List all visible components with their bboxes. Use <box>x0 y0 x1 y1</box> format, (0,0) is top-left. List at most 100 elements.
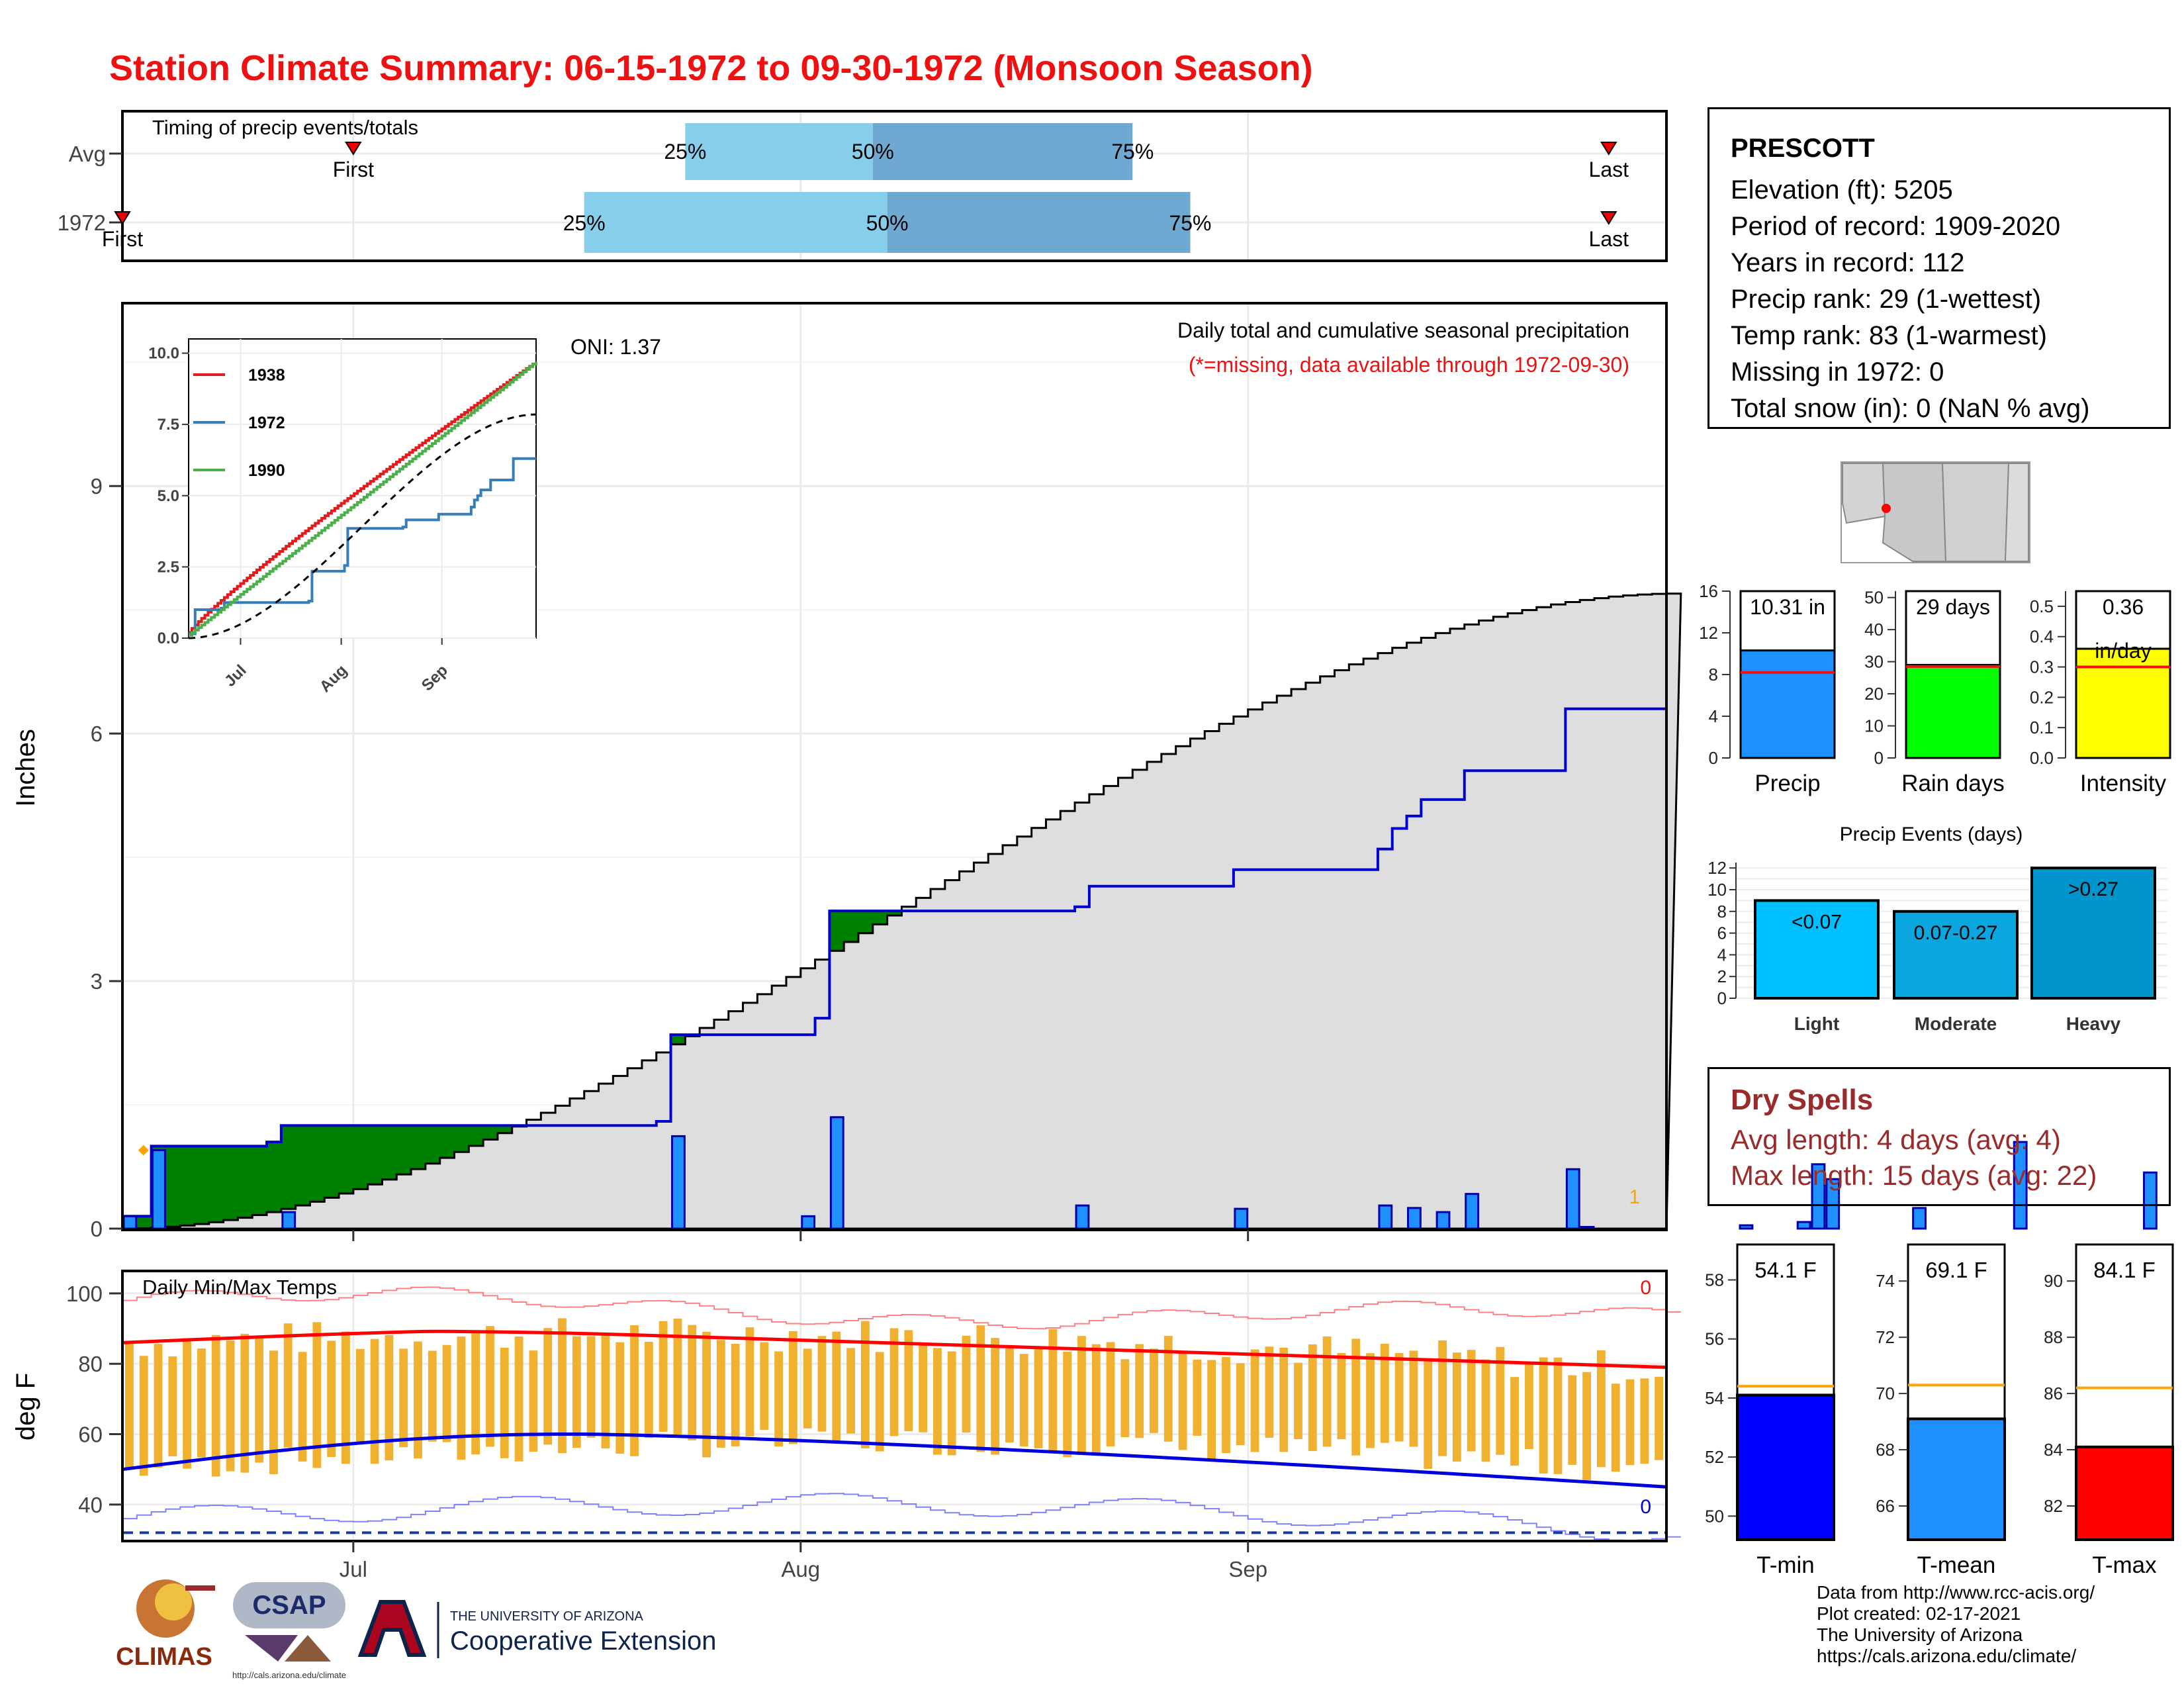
temp-x-tick-label: Jul <box>340 1557 367 1581</box>
daily-temp-bar <box>442 1344 451 1442</box>
temp-bar-tick-label: 88 <box>2044 1327 2063 1347</box>
ua-logo: THE UNIVERSITY OF ARIZONA Cooperative Ex… <box>357 1600 716 1658</box>
temp-x-tick-label: Aug <box>781 1557 820 1581</box>
temp-panel-label: Daily Min/Max Temps <box>142 1276 337 1299</box>
daily-temp-bar <box>183 1338 192 1469</box>
daily-temp-bar <box>933 1348 942 1455</box>
events-tick-label: 2 <box>1717 966 1727 986</box>
daily-temp-bar <box>543 1328 553 1445</box>
daily-temp-bar <box>760 1342 769 1430</box>
station-bar-value-unit: in/day <box>2095 639 2151 663</box>
inset-y-tick-label: 7.5 <box>158 416 179 434</box>
dry-spells-avg: Avg length: 4 days (avg: 4) <box>1731 1124 2061 1155</box>
daily-temp-bar <box>1265 1346 1274 1438</box>
events-bar <box>2030 867 2156 1000</box>
daily-temp-bar <box>1005 1346 1014 1443</box>
daily-temp-bar <box>1596 1350 1606 1468</box>
temp-bar-tick-label: 50 <box>1705 1506 1724 1526</box>
daily-temp-bar <box>1337 1352 1346 1440</box>
daily-precip-bar <box>1739 1224 1754 1230</box>
temp-bar-tick-label: 72 <box>1876 1327 1895 1347</box>
daily-precip-bar <box>801 1215 816 1230</box>
daily-temp-bar <box>226 1340 235 1472</box>
station-bar-tick-label: 30 <box>1864 652 1884 672</box>
station-temp-rank: Temp rank: 83 (1-warmest) <box>1731 321 2047 350</box>
temp-bar-tick-label: 56 <box>1705 1329 1724 1349</box>
temperature-bars: 54.1 F 50 52 54 56 58 T-min 69.1 F 66 68 70 72 74 T-m… <box>1705 1243 2174 1578</box>
timing-last-label: Last <box>1589 227 1629 251</box>
missing-note: (*=missing, data available through 1972-… <box>1189 353 1629 377</box>
daily-temp-bar <box>586 1336 596 1438</box>
daily-temp-bar <box>904 1330 913 1432</box>
daily-temp-bar <box>1091 1344 1101 1455</box>
inset-y-tick-label: 2.5 <box>158 558 179 576</box>
inset-average-line <box>188 413 537 639</box>
record-min-line <box>122 1493 1681 1542</box>
daily-temp-bar <box>486 1326 494 1447</box>
station-bar-tick-label: 8 <box>1709 665 1718 684</box>
daily-temp-bar <box>298 1352 307 1462</box>
daily-temp-bar <box>1351 1338 1361 1456</box>
temp-bar-tick-label: 86 <box>2044 1383 2063 1403</box>
daily-temp-bar <box>312 1322 322 1468</box>
temp-bar-value: 84.1 F <box>2093 1258 2156 1282</box>
timing-bar-q50-q75 <box>872 123 1133 180</box>
credit-url: https://cals.arizona.edu/climate/ <box>1817 1646 2077 1666</box>
events-bar-label: Light <box>1794 1013 1839 1034</box>
station-period: Period of record: 1909-2020 <box>1731 212 2061 241</box>
daily-precip-bar <box>152 1149 166 1230</box>
daily-temp-bar <box>976 1325 985 1452</box>
daily-temp-bar <box>1193 1359 1202 1436</box>
events-title: Precip Events (days) <box>1840 823 2023 845</box>
daily-temp-bar <box>1294 1362 1302 1440</box>
timing-label-q25: 25% <box>664 140 706 164</box>
daily-temp-bar <box>774 1351 783 1447</box>
daily-precip-bar <box>281 1211 296 1230</box>
avg-min-temp-line <box>122 1432 1667 1489</box>
daily-temp-bar <box>240 1333 250 1473</box>
temp-bar-tick-label: 66 <box>1876 1496 1895 1516</box>
temp-bar-tick-label: 84 <box>2044 1440 2063 1460</box>
daily-temp-bar <box>860 1321 870 1448</box>
daily-temp-bar <box>702 1331 711 1458</box>
temp-bar-tick-label: 82 <box>2044 1496 2063 1516</box>
daily-temp-bar <box>1409 1350 1418 1447</box>
daily-temp-bar <box>1019 1354 1028 1447</box>
daily-temp-bar <box>1106 1342 1115 1447</box>
timing-bar-q25-q50 <box>584 192 887 253</box>
daily-temp-bar <box>1438 1340 1447 1456</box>
daily-temp-bar <box>1322 1336 1332 1447</box>
station-name: PRESCOTT <box>1731 134 1875 163</box>
station-bar-tick-label: 12 <box>1699 623 1718 643</box>
station-bar-tick-label: 0.3 <box>2030 657 2054 677</box>
daily-temp-bar <box>500 1347 509 1458</box>
station-bar-tick-label: 0.0 <box>2030 748 2054 768</box>
daily-temp-bar <box>1553 1357 1563 1474</box>
daily-temp-bar <box>428 1350 437 1442</box>
daily-temp-bar <box>673 1319 682 1435</box>
station-bar-tick-label: 50 <box>1864 588 1884 608</box>
timing-bar-q50-q75 <box>887 192 1191 253</box>
daily-temp-bar <box>601 1335 610 1449</box>
daily-temp-bar <box>1424 1358 1433 1469</box>
locator-map <box>1841 461 2030 563</box>
daily-precip-bar <box>1912 1207 1927 1230</box>
daily-temp-bar <box>1640 1378 1649 1464</box>
daily-precip-bar <box>2143 1171 2158 1230</box>
inset-legend-label: 1990 <box>248 461 285 480</box>
temp-bar-label: T-max <box>2092 1552 2157 1578</box>
timing-bar-q25-q50 <box>685 123 873 180</box>
temp-bar <box>1907 1417 2006 1541</box>
station-bar-tick-label: 4 <box>1709 706 1718 726</box>
temp-y-axis: 40 60 80 100 <box>66 1282 122 1517</box>
daily-temp-bar <box>414 1341 422 1459</box>
events-bar-value: <0.07 <box>1792 911 1842 933</box>
station-bar-label: Precip <box>1754 771 1820 796</box>
csap-logo: CSAP http://cals.arizona.edu/climate <box>232 1582 346 1680</box>
inset-series-line <box>189 457 536 635</box>
daily-temp-bar <box>1366 1353 1375 1448</box>
daily-temp-bar <box>1222 1357 1230 1453</box>
daily-temp-bar <box>1655 1376 1663 1460</box>
credit-plot-created: Plot created: 02-17-2021 <box>1817 1603 2021 1624</box>
